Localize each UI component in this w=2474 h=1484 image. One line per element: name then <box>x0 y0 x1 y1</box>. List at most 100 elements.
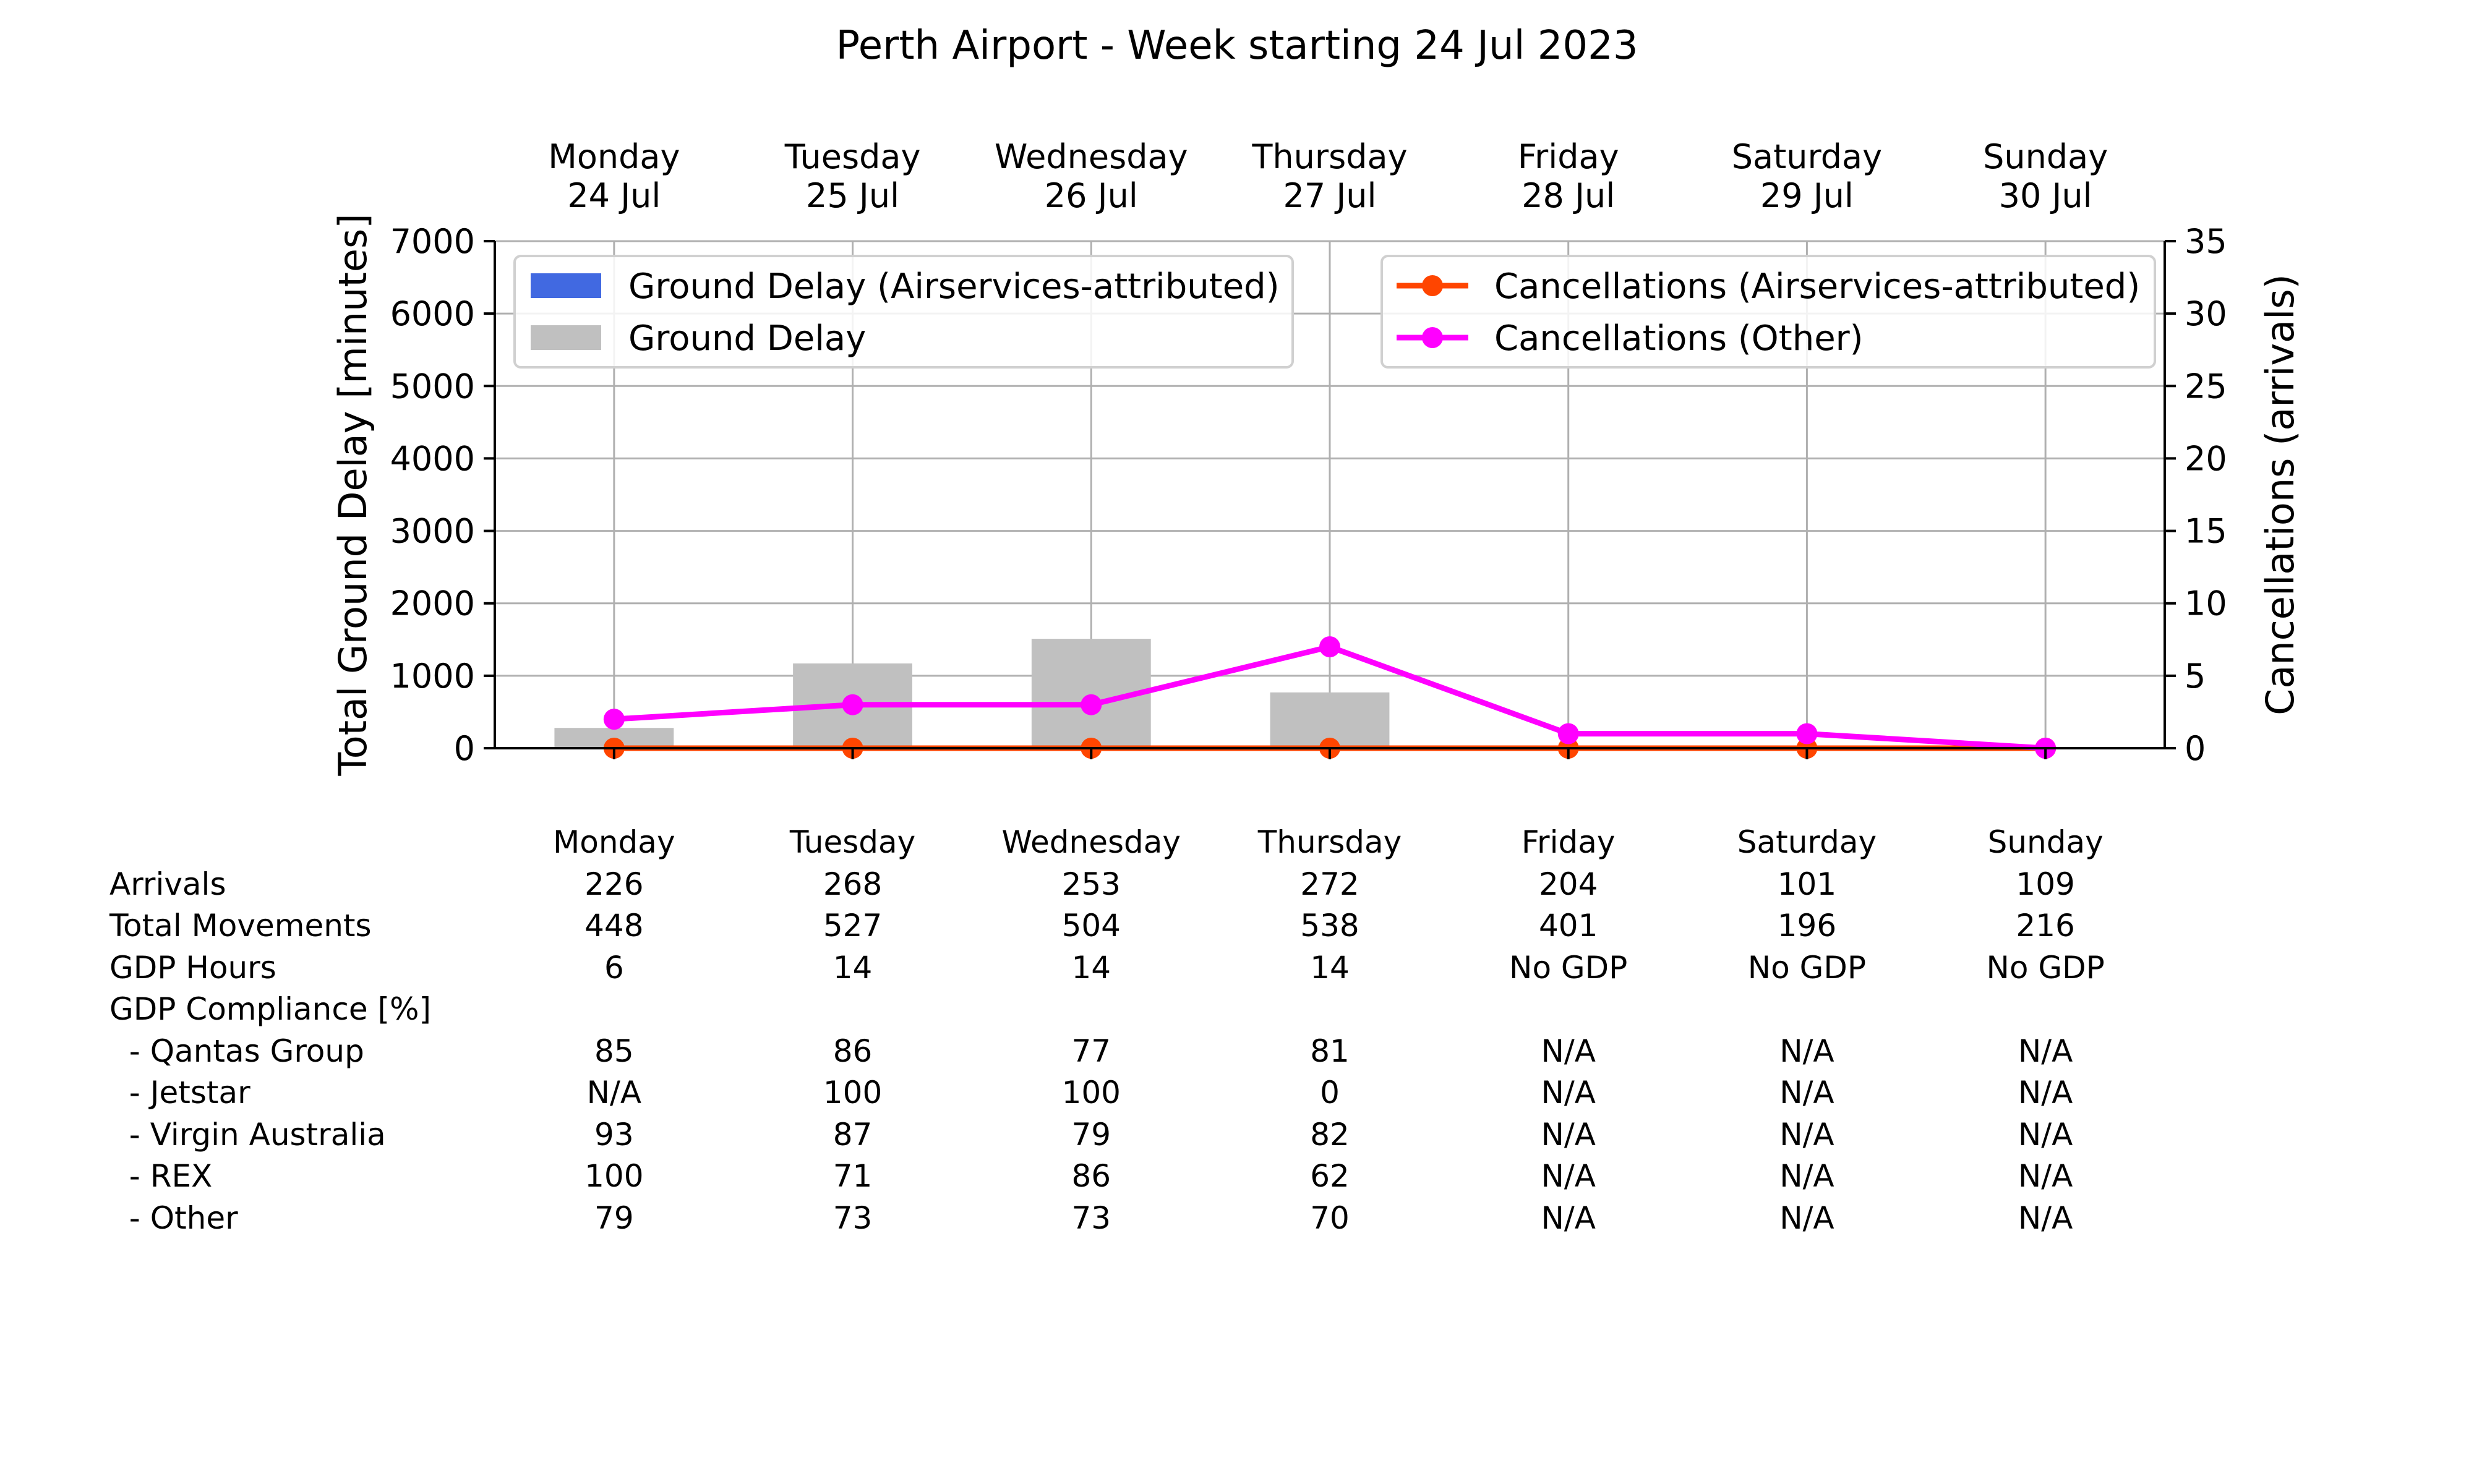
stats-row-label: Arrivals <box>109 866 226 902</box>
stats-cell: N/A <box>1541 1033 1596 1069</box>
legend-label: Cancellations (Other) <box>1494 318 1864 359</box>
stats-cell: 93 <box>594 1116 634 1153</box>
stats-cell: 226 <box>584 866 644 902</box>
stats-cell: 70 <box>1310 1200 1350 1236</box>
stats-cell: N/A <box>1541 1158 1596 1194</box>
left-tick-label: 1000 <box>390 657 475 696</box>
legend-box <box>1380 255 2156 369</box>
stats-cell: 504 <box>1061 908 1121 944</box>
right-tick-label: 5 <box>2185 657 2206 696</box>
date-label: 30 Jul <box>1999 176 2092 215</box>
left-axis-title: Total Ground Delay [minutes] <box>330 213 375 776</box>
stats-cell: 216 <box>2016 908 2075 944</box>
stats-cell: 77 <box>1071 1033 1111 1069</box>
stats-cell: 538 <box>1300 908 1359 944</box>
stats-cell: N/A <box>586 1075 642 1111</box>
stats-cell: N/A <box>2018 1116 2073 1153</box>
day-label: Tuesday <box>784 137 921 176</box>
stats-cell: 73 <box>1071 1200 1111 1236</box>
stats-cell: N/A <box>1779 1116 1834 1153</box>
stats-cell: 527 <box>823 908 883 944</box>
stats-cell: No GDP <box>1509 949 1628 986</box>
left-tick-label: 7000 <box>390 222 475 261</box>
day-label: Saturday <box>1732 137 1882 176</box>
stats-cell: 196 <box>1777 908 1837 944</box>
stats-day-header: Sunday <box>1987 824 2104 860</box>
stats-cell: N/A <box>1779 1158 1834 1194</box>
stats-row-label: GDP Hours <box>109 949 276 986</box>
legend-box <box>513 255 1294 369</box>
date-label: 27 Jul <box>1283 176 1376 215</box>
stats-cell: 86 <box>1071 1158 1111 1194</box>
data-point <box>1557 723 1579 744</box>
left-tick-label: 6000 <box>390 294 475 333</box>
stats-cell: No GDP <box>1986 949 2105 986</box>
stats-day-header: Saturday <box>1737 824 1877 860</box>
data-point <box>1796 723 1818 744</box>
chart-title: Perth Airport - Week starting 24 Jul 202… <box>836 23 1638 69</box>
left-tick-label: 2000 <box>390 584 475 623</box>
stats-cell: 100 <box>823 1075 883 1111</box>
legend-swatch <box>531 273 601 298</box>
stats-cell: 79 <box>1071 1116 1111 1153</box>
stats-cell: 100 <box>584 1158 644 1194</box>
stats-cell: N/A <box>1779 1075 1834 1111</box>
day-label: Sunday <box>1983 137 2108 176</box>
left-tick-label: 5000 <box>390 367 475 406</box>
stats-cell: N/A <box>2018 1033 2073 1069</box>
date-label: 28 Jul <box>1522 176 1615 215</box>
date-label: 24 Jul <box>567 176 661 215</box>
stats-cell: 73 <box>833 1200 873 1236</box>
legend-marker <box>1422 275 1443 296</box>
stats-row-label: GDP Compliance [%] <box>109 991 432 1027</box>
legend-marker <box>1422 327 1443 348</box>
day-label: Monday <box>548 137 680 176</box>
stats-cell: 253 <box>1061 866 1121 902</box>
legend-label: Cancellations (Airservices-attributed) <box>1494 267 2140 307</box>
data-point <box>1319 636 1340 657</box>
stats-cell: 86 <box>833 1033 873 1069</box>
date-label: 29 Jul <box>1760 176 1854 215</box>
stats-cell: 268 <box>823 866 883 902</box>
stats-cell: 62 <box>1310 1158 1350 1194</box>
stats-cell: N/A <box>1779 1033 1834 1069</box>
stats-cell: 100 <box>1061 1075 1121 1111</box>
stats-row-label: - Other <box>109 1200 238 1236</box>
stats-cell: N/A <box>2018 1075 2073 1111</box>
right-tick-label: 10 <box>2185 584 2227 623</box>
stats-cell: 79 <box>594 1200 634 1236</box>
legend-label: Ground Delay (Airservices-attributed) <box>628 267 1280 307</box>
stats-cell: 448 <box>584 908 644 944</box>
data-point <box>842 694 863 715</box>
right-tick-label: 20 <box>2185 439 2227 478</box>
stats-cell: No GDP <box>1747 949 1867 986</box>
stats-cell: N/A <box>1541 1200 1596 1236</box>
stats-cell: 81 <box>1310 1033 1350 1069</box>
right-tick-label: 25 <box>2185 367 2227 406</box>
right-tick-label: 30 <box>2185 294 2227 333</box>
date-label: 25 Jul <box>806 176 899 215</box>
stats-cell: N/A <box>2018 1200 2073 1236</box>
stats-cell: N/A <box>1541 1116 1596 1153</box>
left-tick-label: 4000 <box>390 439 475 478</box>
left-tick-label: 0 <box>454 729 475 768</box>
stats-cell: 109 <box>2016 866 2075 902</box>
stats-cell: 204 <box>1538 866 1598 902</box>
stats-row-label: - Virgin Australia <box>109 1116 386 1153</box>
stats-cell: N/A <box>1541 1075 1596 1111</box>
stats-day-header: Monday <box>553 824 675 860</box>
right-axis-title: Cancellations (arrivals) <box>2258 274 2303 715</box>
stats-day-header: Tuesday <box>789 824 916 860</box>
stats-cell: 0 <box>1320 1075 1340 1111</box>
stats-day-header: Friday <box>1521 824 1616 860</box>
stats-cell: 14 <box>833 949 873 986</box>
stats-row-label: - Qantas Group <box>109 1033 364 1069</box>
legend-label: Ground Delay <box>628 318 866 359</box>
stats-cell: 401 <box>1538 908 1598 944</box>
stats-day-header: Wednesday <box>1001 824 1181 860</box>
stats-cell: N/A <box>1779 1200 1834 1236</box>
right-tick-label: 35 <box>2185 222 2227 261</box>
stats-cell: 87 <box>833 1116 873 1153</box>
